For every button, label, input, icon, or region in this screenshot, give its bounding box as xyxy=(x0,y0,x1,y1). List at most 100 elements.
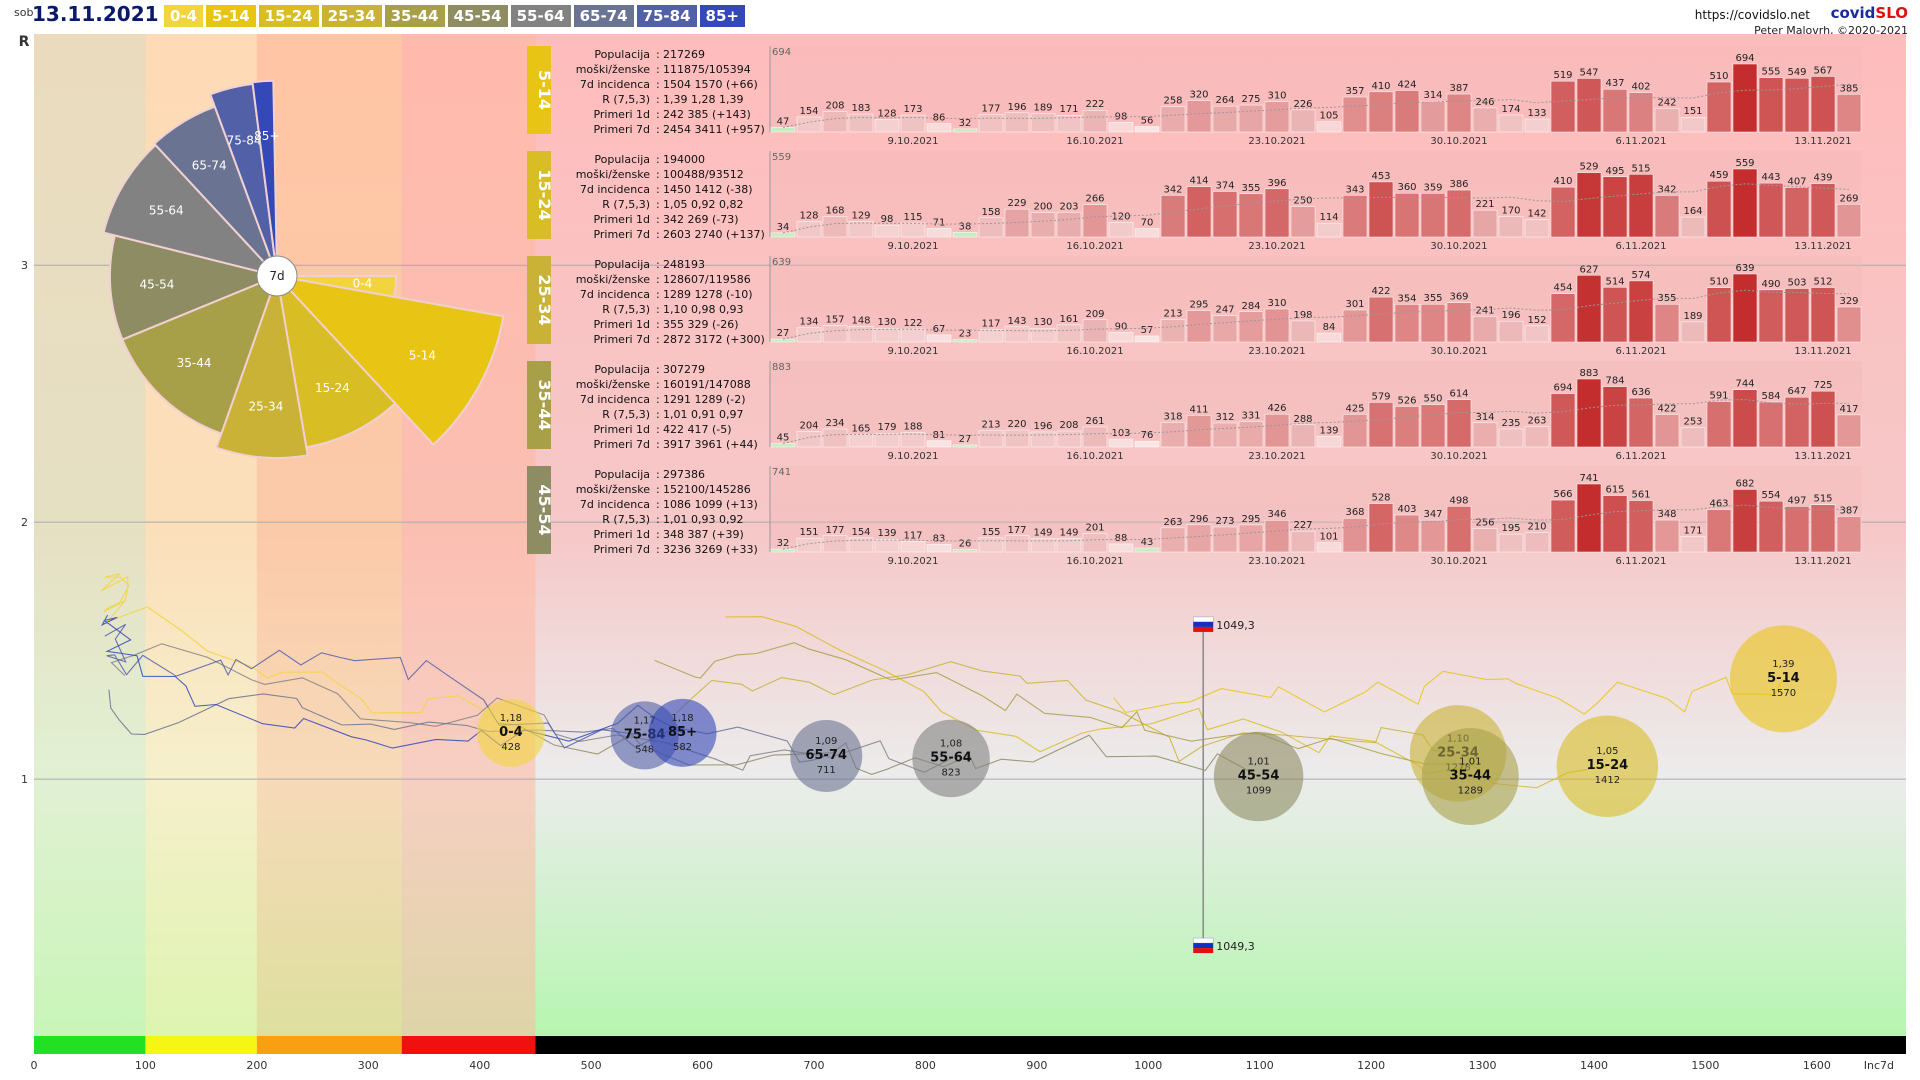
age-tab-5-14[interactable]: 5-14 xyxy=(206,5,256,27)
brand-part-2: SLO xyxy=(1875,4,1908,22)
bar xyxy=(1758,500,1784,553)
bar xyxy=(978,329,1004,343)
bar-value-label: 174 xyxy=(1501,104,1520,115)
bar-value-label: 71 xyxy=(933,217,946,228)
stat-sep: : xyxy=(656,153,660,166)
reference-label: 1049,3 xyxy=(1216,940,1255,953)
panel-ymax-label: 559 xyxy=(772,152,791,163)
bar xyxy=(1004,326,1030,343)
age-tab-15-24[interactable]: 15-24 xyxy=(258,5,319,27)
bar-value-label: 883 xyxy=(1579,368,1598,379)
bar xyxy=(1628,280,1654,343)
bar xyxy=(770,127,796,133)
bubble-group-label: 85+ xyxy=(668,725,697,740)
stat-value: 348 387 (+39) xyxy=(663,528,744,541)
stat-sep: : xyxy=(656,288,660,301)
stat-sep: : xyxy=(656,228,660,241)
bar-value-label: 76 xyxy=(1141,430,1154,441)
bar-value-label: 189 xyxy=(1683,311,1702,322)
stat-sep: : xyxy=(656,378,660,391)
stat-value: 3917 3961 (+44) xyxy=(663,438,758,451)
stat-sep: : xyxy=(656,78,660,91)
bar-value-label: 359 xyxy=(1423,182,1442,193)
stat-label: 7d incidenca xyxy=(580,393,650,406)
trajectory-line xyxy=(100,572,512,734)
bar xyxy=(1758,182,1784,238)
bar-value-label: 84 xyxy=(1323,322,1336,333)
y-axis-label: R xyxy=(19,34,30,50)
age-tab-45-54[interactable]: 45-54 xyxy=(447,5,508,27)
bubble-r-label: 1,05 xyxy=(1596,746,1618,757)
bar xyxy=(952,128,978,133)
bar-value-label: 45 xyxy=(777,433,790,444)
bar xyxy=(848,434,874,448)
panel-x-tick: 9.10.2021 xyxy=(888,346,939,357)
bar-value-label: 246 xyxy=(1475,97,1494,108)
zone-band xyxy=(401,34,536,1036)
bar xyxy=(1758,77,1784,133)
stat-label: R (7,5,3) xyxy=(602,198,650,211)
flag-icon xyxy=(1193,948,1214,954)
bar-value-label: 453 xyxy=(1371,171,1390,182)
stat-sep: : xyxy=(656,168,660,181)
bar-value-label: 128 xyxy=(799,210,818,221)
bar-value-label: 744 xyxy=(1735,379,1754,390)
bubble-group-label: 65-74 xyxy=(805,748,847,763)
bar-value-label: 320 xyxy=(1189,90,1208,101)
panel-tag xyxy=(527,151,551,239)
stat-label: 7d incidenca xyxy=(580,498,650,511)
age-tab-65-74[interactable]: 65-74 xyxy=(573,5,634,27)
age-tab-55-64[interactable]: 55-64 xyxy=(510,5,571,27)
age-tab-35-44[interactable]: 35-44 xyxy=(384,5,445,27)
bar xyxy=(1238,193,1264,238)
bar-value-label: 154 xyxy=(851,527,870,538)
bar xyxy=(1810,504,1836,553)
stat-sep: : xyxy=(656,213,660,226)
bar-value-label: 275 xyxy=(1241,94,1260,105)
stat-label: 7d incidenca xyxy=(580,288,650,301)
age-tab-25-34[interactable]: 25-34 xyxy=(321,5,382,27)
stat-value: 422 417 (-5) xyxy=(663,423,732,436)
bar xyxy=(1108,332,1134,343)
age-tab-75-84[interactable]: 75-84 xyxy=(636,5,697,27)
bar-value-label: 515 xyxy=(1813,494,1832,505)
pie-center xyxy=(256,255,298,297)
pie-slice-label: 5-14 xyxy=(409,348,436,362)
bar-value-label: 241 xyxy=(1475,305,1494,316)
pie-slice-label: 15-24 xyxy=(315,381,350,395)
bar xyxy=(1264,101,1290,133)
bubble xyxy=(1729,625,1837,733)
bar xyxy=(848,113,874,133)
x-tick-label: 1300 xyxy=(1469,1059,1497,1072)
bar-value-label: 410 xyxy=(1553,176,1572,187)
source-url[interactable]: https://covidslo.net xyxy=(1694,8,1810,22)
y-tick-label: 3 xyxy=(21,259,28,272)
age-tab-0-4[interactable]: 0-4 xyxy=(164,5,204,27)
bar xyxy=(1316,332,1342,343)
pie-center-label: 7d xyxy=(269,269,284,283)
bar xyxy=(1706,287,1732,343)
flag-icon xyxy=(1192,937,1214,944)
panel-x-tick: 13.11.2021 xyxy=(1794,241,1851,252)
bar xyxy=(1264,188,1290,238)
trajectory-line xyxy=(675,661,1459,763)
age-tab-85+[interactable]: 85+ xyxy=(699,5,745,27)
pie-slice-label: 35-44 xyxy=(177,356,212,370)
bar-value-label: 213 xyxy=(1163,308,1182,319)
bar-value-label: 295 xyxy=(1241,514,1260,525)
bubble xyxy=(1421,728,1519,825)
bar xyxy=(1498,320,1524,343)
bar xyxy=(1082,204,1108,238)
bar xyxy=(1836,306,1862,343)
bar xyxy=(848,537,874,553)
bar xyxy=(1264,308,1290,343)
bar xyxy=(1082,533,1108,553)
bar-value-label: 168 xyxy=(825,206,844,217)
bar xyxy=(1160,319,1186,343)
bar-value-label: 195 xyxy=(1501,523,1520,534)
bar xyxy=(1186,415,1212,448)
bubble-r-label: 1,18 xyxy=(500,713,522,724)
stat-label: Primeri 1d xyxy=(593,318,650,331)
bar xyxy=(1186,524,1212,553)
pie-slice-label: 45-54 xyxy=(140,278,175,292)
